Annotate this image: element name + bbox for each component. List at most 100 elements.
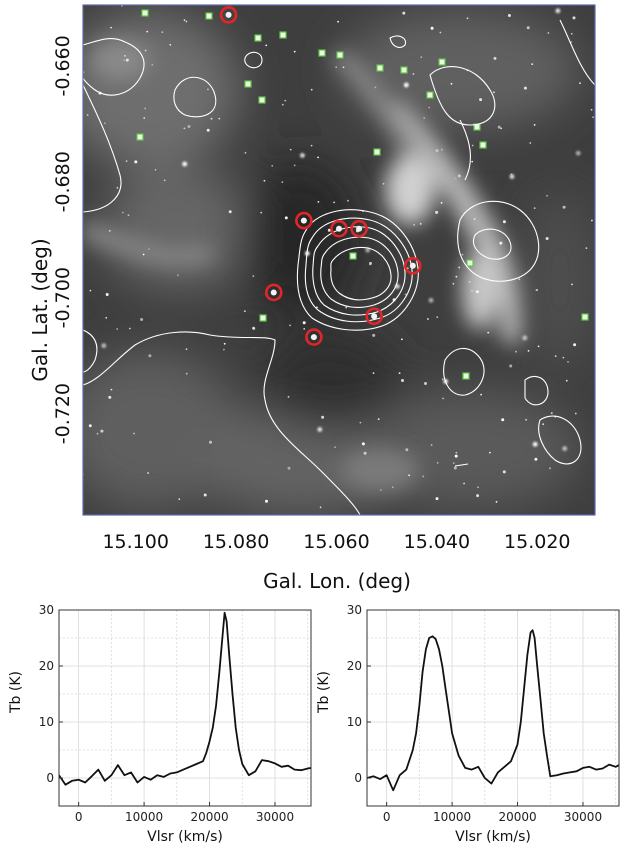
star	[575, 150, 581, 156]
contour	[83, 329, 98, 373]
star	[450, 82, 453, 85]
star	[96, 432, 99, 435]
star	[143, 117, 146, 119]
y-tick-label: -0.660	[52, 35, 74, 96]
star	[592, 116, 594, 119]
star	[89, 289, 92, 292]
star	[489, 451, 491, 454]
star	[377, 418, 380, 420]
star	[379, 489, 382, 491]
spectrum-y-axis-title: Tb (K)	[8, 671, 24, 714]
x-tick-label: 0	[75, 810, 83, 824]
star	[293, 50, 296, 53]
star	[501, 418, 505, 422]
star	[369, 261, 372, 265]
star	[502, 220, 506, 224]
star	[507, 14, 511, 17]
green-source-outline	[426, 91, 434, 99]
x-tick-label: 30000	[256, 810, 294, 824]
star	[542, 423, 545, 426]
star	[361, 442, 365, 446]
red-circle-marker	[295, 211, 313, 230]
star	[123, 59, 125, 62]
green-source-outline	[205, 12, 213, 20]
star	[562, 356, 565, 359]
star	[562, 205, 566, 209]
spectrum-line	[59, 611, 311, 786]
y-tick-label: 0	[46, 771, 54, 785]
star	[252, 326, 256, 330]
green-source	[337, 52, 343, 58]
star	[210, 117, 213, 120]
contour	[472, 228, 512, 260]
contour	[83, 331, 361, 515]
source-markers	[219, 6, 422, 346]
star	[316, 306, 318, 309]
star	[265, 44, 268, 47]
star	[260, 211, 263, 214]
image-x-axis-title: Gal. Lon. (deg)	[263, 569, 411, 593]
spectrum-frame	[58, 609, 312, 807]
green-source	[474, 124, 480, 130]
star	[252, 275, 255, 277]
star	[533, 207, 536, 210]
star	[125, 160, 128, 163]
x-tick-label: 15.080	[203, 531, 269, 553]
star	[335, 66, 338, 69]
contour	[389, 35, 407, 48]
star	[127, 214, 130, 217]
contour	[296, 209, 419, 331]
y-tick-label: 10	[39, 715, 54, 729]
star	[401, 379, 404, 382]
star	[461, 253, 464, 256]
star	[108, 395, 112, 399]
x-tick-label: 10000	[433, 810, 471, 824]
star	[509, 364, 513, 368]
star	[140, 318, 144, 321]
star	[572, 16, 576, 20]
star	[218, 117, 221, 120]
y-tick-label: -0.720	[52, 383, 74, 444]
y-tick-label: 20	[347, 659, 362, 673]
spectrum-series	[367, 629, 619, 792]
star	[374, 86, 377, 89]
star	[423, 117, 426, 119]
star	[289, 324, 291, 327]
star	[182, 161, 188, 167]
star	[372, 372, 375, 374]
star	[435, 149, 439, 153]
star	[454, 454, 458, 458]
green-source-outline	[373, 148, 381, 156]
spectrum-frame	[366, 609, 620, 807]
star	[570, 32, 573, 35]
star	[151, 63, 154, 66]
star	[487, 331, 490, 334]
star	[398, 372, 401, 374]
green-source	[245, 81, 251, 87]
green-source	[259, 97, 265, 103]
contour	[429, 66, 496, 126]
image-y-axis-title: Gal. Lat. (deg)	[28, 238, 52, 381]
star	[531, 63, 534, 65]
contour	[244, 51, 263, 69]
green-source	[350, 253, 356, 259]
star	[420, 56, 423, 58]
star	[303, 328, 306, 330]
star	[187, 125, 191, 128]
star	[116, 328, 119, 330]
green-source	[480, 142, 486, 148]
green-source	[260, 315, 266, 321]
star	[535, 289, 538, 291]
star	[317, 201, 320, 203]
star	[401, 338, 403, 341]
star	[148, 354, 152, 358]
contour	[320, 236, 399, 308]
image-frame	[82, 4, 596, 516]
star	[359, 421, 362, 424]
star	[402, 11, 406, 15]
contour	[312, 226, 406, 316]
star	[468, 281, 471, 283]
star	[428, 106, 431, 109]
contour	[538, 415, 582, 465]
